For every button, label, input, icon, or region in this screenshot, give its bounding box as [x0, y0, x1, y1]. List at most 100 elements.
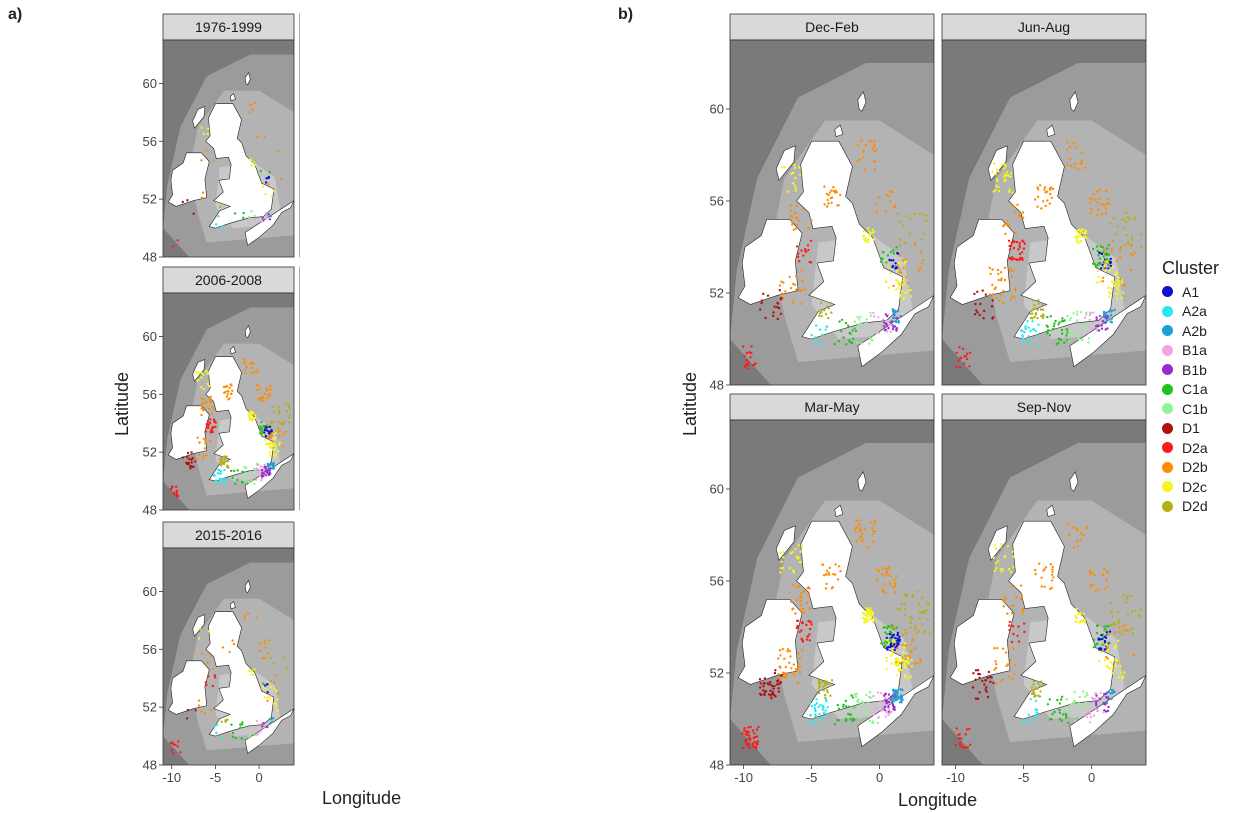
survey-point: [873, 330, 876, 333]
survey-point: [994, 286, 997, 289]
survey-point: [794, 211, 797, 215]
survey-point: [776, 317, 779, 321]
survey-point: [878, 716, 881, 719]
survey-point: [894, 262, 897, 265]
survey-point: [792, 663, 795, 666]
survey-point: [800, 544, 804, 547]
survey-point: [265, 469, 269, 472]
survey-point: [1007, 190, 1011, 193]
survey-point: [260, 421, 263, 424]
survey-point: [978, 676, 981, 679]
survey-point: [854, 329, 858, 333]
survey-point: [769, 683, 772, 686]
survey-point: [896, 212, 899, 215]
survey-point: [1102, 255, 1105, 258]
survey-point: [1105, 701, 1109, 705]
survey-point: [796, 557, 799, 560]
survey-point: [217, 468, 220, 472]
survey-point: [966, 352, 969, 355]
survey-point: [896, 280, 900, 284]
survey-point: [991, 268, 994, 271]
survey-point: [753, 732, 756, 735]
survey-point: [745, 738, 748, 742]
survey-point: [264, 646, 267, 649]
survey-points: [954, 523, 1142, 750]
survey-point: [898, 669, 901, 672]
survey-point: [1051, 570, 1054, 573]
survey-point: [776, 683, 779, 686]
survey-point: [921, 259, 925, 262]
survey-point: [897, 286, 900, 290]
survey-point: [886, 254, 890, 257]
survey-point: [883, 641, 886, 645]
survey-point: [249, 103, 252, 107]
survey-point: [837, 719, 840, 722]
survey-point: [796, 223, 799, 227]
survey-point: [807, 248, 810, 252]
survey-point: [894, 288, 898, 291]
survey-point: [1043, 585, 1046, 588]
survey-point: [1107, 697, 1110, 700]
survey-point: [1113, 669, 1116, 672]
survey-point: [779, 571, 782, 574]
survey-point: [875, 702, 879, 706]
survey-point: [250, 210, 253, 213]
survey-point: [779, 654, 782, 657]
survey-point: [883, 329, 887, 332]
survey-point: [830, 201, 833, 204]
lon-tick-label: -10: [162, 770, 181, 785]
survey-point: [798, 630, 801, 634]
survey-point: [1105, 633, 1108, 637]
survey-point: [958, 346, 961, 349]
survey-point: [855, 341, 859, 344]
survey-point: [801, 208, 805, 211]
survey-point: [1108, 641, 1111, 644]
survey-point: [211, 405, 214, 408]
survey-point: [794, 227, 797, 230]
survey-point: [786, 648, 790, 651]
survey-point: [220, 464, 223, 467]
survey-point: [1108, 295, 1111, 298]
survey-point: [808, 639, 811, 642]
survey-point: [1011, 191, 1014, 194]
survey-point: [873, 708, 876, 712]
survey-point: [239, 726, 242, 729]
survey-point: [243, 465, 246, 469]
survey-point: [868, 230, 871, 233]
survey-point: [745, 730, 749, 733]
survey-point: [777, 679, 780, 682]
survey-point: [808, 606, 811, 610]
survey-point: [1039, 690, 1042, 693]
survey-point: [796, 255, 800, 258]
survey-point: [1048, 202, 1051, 205]
survey-point: [1009, 269, 1012, 272]
survey-point: [244, 372, 247, 375]
survey-point: [1115, 282, 1119, 286]
survey-point: [1072, 715, 1076, 719]
survey-point: [1086, 694, 1089, 697]
survey-point: [897, 261, 901, 265]
survey-point: [890, 190, 894, 193]
survey-point: [992, 316, 995, 319]
survey-point: [200, 159, 203, 162]
survey-point: [954, 743, 957, 747]
survey-point: [994, 189, 997, 192]
survey-point: [896, 309, 900, 313]
survey-point: [1106, 258, 1109, 261]
survey-point: [288, 413, 292, 416]
survey-point: [995, 179, 998, 183]
survey-point: [796, 624, 799, 628]
survey-point: [197, 453, 201, 457]
survey-point: [1109, 314, 1113, 317]
survey-point: [1082, 231, 1085, 234]
survey-point: [1051, 712, 1054, 716]
survey-point: [1096, 697, 1099, 700]
survey-point: [875, 708, 878, 711]
survey-point: [801, 639, 804, 642]
survey-point: [288, 421, 291, 424]
survey-point: [826, 712, 829, 715]
survey-point: [1012, 246, 1016, 250]
survey-point: [1055, 343, 1058, 346]
survey-point: [1122, 624, 1125, 628]
survey-point: [245, 479, 248, 482]
